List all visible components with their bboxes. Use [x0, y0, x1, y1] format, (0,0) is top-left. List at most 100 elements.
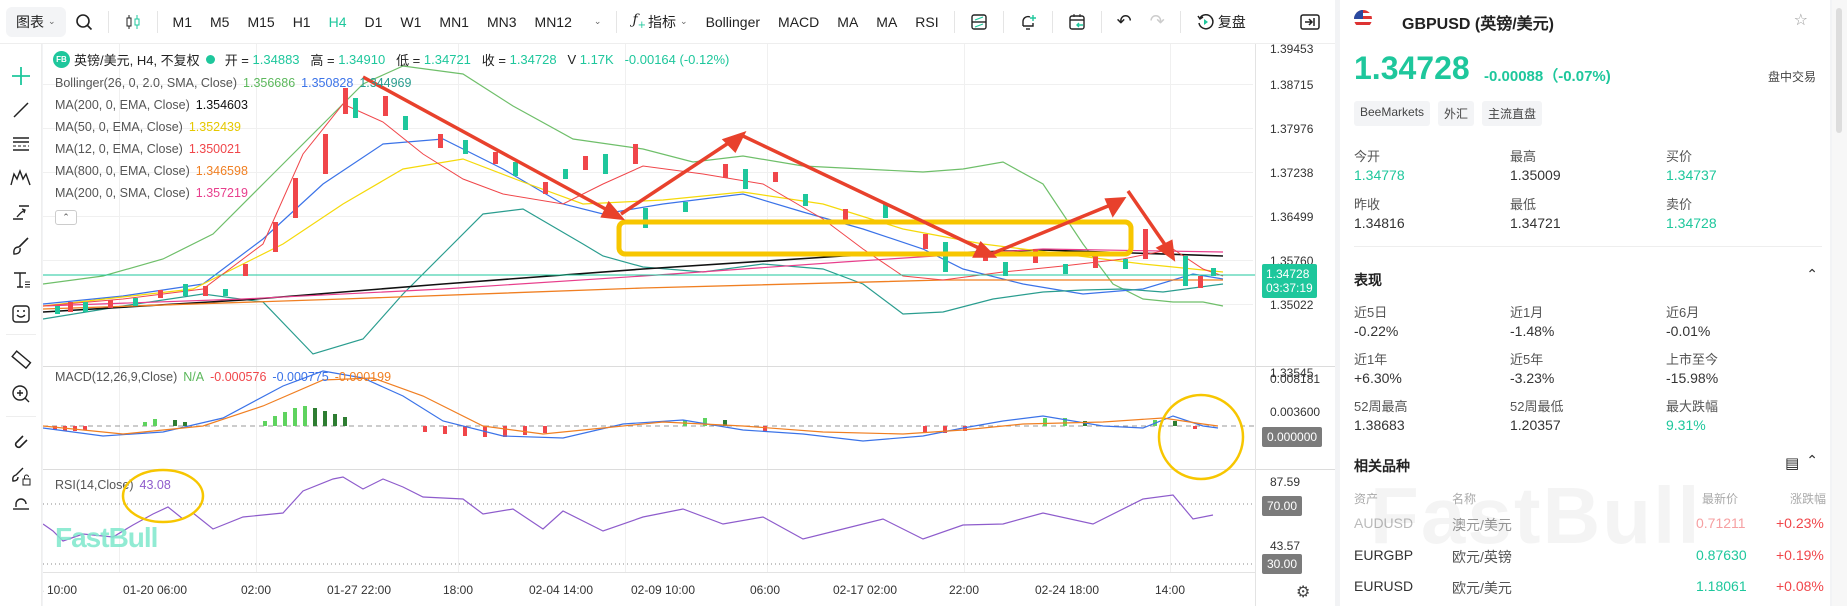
live-status-dot — [205, 55, 215, 64]
text-icon — [14, 272, 30, 288]
timeframe-d1[interactable]: D1 — [364, 13, 383, 30]
symbol-title: GBPUSD (英镑/美元) — [1402, 16, 1555, 33]
tag-major[interactable]: 主流直盘 — [1482, 101, 1543, 126]
ruler-tool[interactable] — [9, 348, 33, 372]
perf-since-listing: 上市至今 -15.98% — [1666, 352, 1719, 386]
trend-line-tool[interactable] — [9, 98, 33, 122]
timeframe-more-button[interactable]: ⌄ — [581, 16, 611, 27]
timeframe-m15[interactable]: M15 — [247, 13, 275, 30]
candlesticks — [55, 88, 1216, 314]
indicator-ma-2[interactable]: MA — [876, 13, 898, 30]
indicator-rsi[interactable]: RSI — [915, 13, 939, 30]
indicator-bollinger[interactable]: Bollinger — [705, 13, 761, 30]
undo-icon: ↶ — [1116, 11, 1132, 31]
pattern-tool[interactable] — [9, 166, 33, 190]
divider — [107, 10, 109, 33]
timeframe-w1[interactable]: W1 — [400, 13, 422, 30]
zoom-in-icon — [12, 385, 30, 403]
timeframe-mn3[interactable]: MN3 — [486, 13, 517, 30]
zoom-in-tool[interactable] — [9, 382, 33, 406]
lock-icon — [13, 498, 29, 510]
redo-button[interactable]: ↷ — [1141, 11, 1174, 32]
tag-forex[interactable]: 外汇 — [1438, 101, 1475, 126]
legend-ma50-ema[interactable]: MA(50, 0, EMA, Close) 1.352439 — [55, 120, 241, 134]
text-tool[interactable] — [9, 268, 33, 292]
legend-ma200-ema[interactable]: MA(200, 0, EMA, Close) 1.354603 — [55, 98, 248, 112]
replay-button[interactable]: 复盘 — [1187, 12, 1255, 32]
high-value: 1.34910 — [338, 52, 386, 67]
trend-line-icon — [13, 102, 29, 118]
tag-list: BeeMarkets 外汇 主流直盘 — [1354, 101, 1543, 126]
brush-tool[interactable] — [9, 234, 33, 258]
magnet-icon — [14, 435, 28, 449]
emoji-icon — [12, 305, 30, 323]
chart-type-button[interactable] — [115, 13, 151, 31]
perf-1m: 近1月 -1.48% — [1510, 305, 1555, 339]
chevron-down-icon: ⌄ — [48, 16, 56, 26]
timeframe-m1[interactable]: M1 — [172, 13, 192, 30]
chart-canvas[interactable]: FB 英镑/美元, H4, 不复权 开 = 1.34883 高 = 1.3491… — [43, 44, 1335, 606]
legend-macd[interactable]: MACD(12,26,9,Close) N/A -0.000576 -0.000775… — [55, 370, 392, 384]
lock-tool[interactable] — [9, 496, 33, 520]
rsi-plot — [43, 476, 1255, 565]
legend-bollinger[interactable]: Bollinger(26, 0, 2.0, SMA, Close) 1.35668… — [55, 76, 412, 90]
crosshair-tool[interactable] — [9, 64, 33, 88]
drawing-tools-rail — [0, 44, 42, 606]
list-view-icon[interactable]: ▤ — [1785, 455, 1800, 472]
tag-broker[interactable]: BeeMarkets — [1354, 101, 1431, 126]
macd-zero-tag: 0.000000 — [1262, 427, 1323, 447]
chevron-down-icon: ⌄ — [680, 16, 688, 26]
ruler-icon — [11, 350, 32, 370]
open-value: 1.34883 — [252, 52, 300, 67]
price-axis[interactable]: 1.39453 1.38715 1.37976 1.37238 1.36499 … — [1255, 44, 1335, 606]
collapse-performance-chevron-icon[interactable]: ⌃ — [1806, 266, 1818, 282]
legend-ma200-sma[interactable]: MA(200, 0, SMA, Close) 1.357219 — [55, 186, 248, 200]
performance-title: 表现 — [1354, 272, 1382, 288]
collapse-related-chevron-icon[interactable]: ⌃ — [1806, 452, 1818, 468]
indicator-ma[interactable]: MA — [837, 13, 859, 30]
drawn-annotations[interactable] — [362, 75, 1176, 262]
close-value: 1.34728 — [509, 52, 557, 67]
legend-ma12-ema[interactable]: MA(12, 0, EMA, Close) 1.350021 — [55, 142, 241, 156]
timeframe-mn1[interactable]: MN1 — [439, 13, 469, 30]
layout-button[interactable] — [961, 13, 997, 31]
price-change: -0.00088（-0.07%) — [1484, 68, 1611, 85]
favorite-star-icon[interactable]: ☆ — [1793, 12, 1808, 29]
legend-rsi[interactable]: RSI(14,Close) 43.08 — [55, 478, 171, 492]
replay-icon — [1197, 13, 1214, 29]
collapse-legend-button[interactable]: ⌃ — [55, 210, 77, 225]
quote-high: 最高 1.35009 — [1510, 149, 1561, 183]
calendar-button[interactable] — [1059, 13, 1095, 31]
alert-button[interactable] — [1010, 13, 1046, 31]
layout-icon — [970, 13, 987, 30]
timeframe-h4[interactable]: H4 — [328, 13, 347, 30]
highlight-circle-macd[interactable] — [1156, 387, 1256, 487]
quote-ask: 卖价 1.34728 — [1666, 197, 1717, 231]
indicator-macd[interactable]: MACD — [778, 13, 820, 30]
collapse-panel-button[interactable] — [1291, 13, 1329, 31]
perf-5y: 近5年 -3.23% — [1510, 352, 1555, 386]
lock-drawings-tool[interactable] — [9, 464, 33, 488]
magnet-tool[interactable] — [9, 430, 33, 454]
time-axis[interactable]: 5 10:00 01-20 06:00 02:00 01-27 22:00 18… — [43, 572, 1255, 606]
undo-button[interactable]: ↶ — [1108, 11, 1141, 32]
highlight-circle-rsi[interactable] — [118, 466, 208, 526]
indicators-button[interactable]: ƒ+ 指标 ⌄ — [632, 12, 688, 31]
channel-tool[interactable] — [9, 132, 33, 156]
search-button[interactable] — [66, 13, 102, 31]
symbol-label: 英镑/美元, H4, 不复权 — [74, 53, 200, 68]
panel-scrollbar[interactable] — [1832, 0, 1847, 606]
session-status: 盘中交易 — [1767, 70, 1816, 84]
timeframe-mn12[interactable]: MN12 — [534, 13, 572, 30]
legend-ma800-ema[interactable]: MA(800, 0, EMA, Close) 1.346598 — [55, 164, 248, 178]
calendar-icon — [1068, 13, 1085, 30]
chart-settings-gear-icon[interactable]: ⚙ — [1296, 584, 1311, 601]
related-title: 相关品种 — [1354, 458, 1410, 474]
lock-drawing-icon — [12, 467, 31, 486]
fib-tool[interactable] — [9, 200, 33, 224]
emoji-tool[interactable] — [9, 302, 33, 326]
timeframe-m5[interactable]: M5 — [210, 13, 230, 30]
chart-menu-button[interactable]: 图表 ⌄ — [6, 6, 66, 37]
last-price: 1.34728 — [1354, 50, 1470, 86]
timeframe-h1[interactable]: H1 — [292, 13, 311, 30]
